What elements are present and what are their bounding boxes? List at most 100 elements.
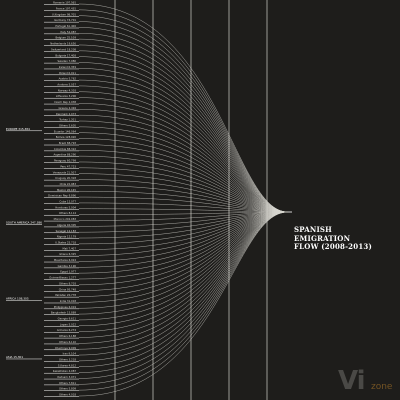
country-label: Uruguay 20,318 <box>55 176 76 180</box>
country-label: Egypt 1,977 <box>60 270 76 274</box>
flow-line <box>78 15 289 213</box>
country-label: Sweden 7,980 <box>58 59 77 63</box>
country-label: Dominican Rep 9,896 <box>48 194 76 198</box>
country-label: Netherlands 19,656 <box>50 42 76 46</box>
country-label: Mali 7,407 <box>62 246 76 250</box>
flow-line <box>78 44 289 213</box>
flow-line <box>78 114 289 213</box>
flow-line <box>78 38 289 213</box>
flow-line <box>78 167 289 213</box>
flow-line <box>78 211 289 373</box>
flow-line <box>78 211 289 256</box>
country-label: China 95,748 <box>59 287 77 291</box>
country-label: Others 7,811 <box>59 381 76 385</box>
country-label: Paraguay 60,799 <box>54 159 76 163</box>
country-label: Belgium 25,109 <box>55 36 76 40</box>
country-label: Philippines 6,019 <box>54 305 77 309</box>
country-label: Chechnya 9,009 <box>55 346 76 350</box>
flow-line <box>78 211 289 385</box>
flow-line <box>78 68 289 213</box>
flow-line <box>78 62 289 213</box>
flow-line <box>78 211 289 379</box>
chart-title: SPANISH EMIGRATION FLOW (2008-2013) <box>294 225 394 252</box>
flow-line <box>78 91 289 213</box>
country-label: Vietnam 3,071 <box>57 375 76 379</box>
flow-line <box>78 211 289 268</box>
flow-line <box>78 211 289 391</box>
country-label: Senegal 12,183 <box>56 229 77 233</box>
flow-line <box>78 56 289 213</box>
country-label: U.States 25,718 <box>55 240 76 244</box>
country-label: Czech Rep 2,938 <box>54 100 76 104</box>
country-label: Colombia 88,322 <box>54 147 76 151</box>
flow-lines <box>78 3 292 397</box>
flow-line <box>78 144 289 213</box>
flow-line <box>78 73 289 213</box>
chart-title-line-3: FLOW (2008-2013) <box>294 242 372 252</box>
country-label: U.Kingdom 98,705 <box>52 12 76 16</box>
chart-title-line-1: SPANISH <box>294 225 332 234</box>
flow-line <box>78 3 289 213</box>
country-label: India 31,018 <box>60 299 77 303</box>
country-label: Nigeria 12,179 <box>57 235 77 239</box>
flow-line <box>78 211 289 215</box>
country-label: Venezuela 21,507 <box>53 170 77 174</box>
flow-line <box>78 211 289 221</box>
region-label-3: AFRICA 108,305 <box>6 296 29 300</box>
country-label: Bolivia 128,920 <box>56 135 77 139</box>
watermark-logo: Vi zone <box>338 366 392 396</box>
country-label: Romania 197,565 <box>53 1 76 5</box>
country-label: Others 3,218 <box>59 357 76 361</box>
country-label: Armenia 6,274 <box>57 328 76 332</box>
flow-line <box>78 33 289 213</box>
country-label: Turkey 1,201 <box>59 118 76 122</box>
country-label: Lithuania 3,206 <box>56 94 77 98</box>
flow-line <box>78 155 289 213</box>
flow-line <box>78 85 289 213</box>
country-label: Georgia 9,611 <box>58 317 77 321</box>
flow-line <box>78 211 289 245</box>
country-label: Others 8,703 <box>59 281 76 285</box>
country-label: Guinea-Bissau 1,277 <box>49 276 76 280</box>
flow-line <box>78 185 289 213</box>
vertical-grid-lines <box>114 0 268 400</box>
country-label: Cuba 12,077 <box>59 200 76 204</box>
flow-line <box>78 79 289 213</box>
region-labels: EUROPE 315,384 SOUTH AMERICA 247,386 AFRIC… <box>6 127 42 360</box>
flow-line <box>78 50 289 213</box>
country-label: Argentina 88,290 <box>53 153 76 157</box>
country-label: Others 5,809 <box>59 387 76 391</box>
country-label: Iran 9,104 <box>63 352 77 356</box>
flow-line <box>78 208 289 213</box>
country-label: Greece 2,494 <box>59 106 77 110</box>
country-label: Mexico 26,165 <box>57 188 76 192</box>
country-label: Denmark 2,073 <box>56 112 77 116</box>
country-label: Kazakhstan 4,087 <box>53 369 77 373</box>
country-label: S.Korea 4,812 <box>58 363 76 367</box>
flow-line <box>78 132 289 213</box>
flow-line <box>78 211 289 362</box>
flow-line <box>78 138 289 213</box>
country-label: Gambia 3,196 <box>58 264 77 268</box>
country-label: Honduras 5,004 <box>55 205 76 209</box>
country-label: Ecuador 146,064 <box>54 129 76 133</box>
flow-line <box>78 211 289 250</box>
country-label: Poland 6,011 <box>59 71 76 75</box>
country-label: Algeria 40,305 <box>57 223 76 227</box>
flow-line <box>78 150 289 213</box>
country-label: Others 5,605 <box>59 123 76 127</box>
country-label: Morocco 202,083 <box>54 217 77 221</box>
flow-line <box>78 97 289 213</box>
country-label: Andorra 5,057 <box>57 83 76 87</box>
flow-line <box>78 9 289 213</box>
flow-line <box>78 161 289 213</box>
country-label: Ireland 6,359 <box>59 65 77 69</box>
country-label: Austria 5,762 <box>59 77 77 81</box>
region-label-4: ASIA 15,301 <box>6 355 23 359</box>
country-label: Norway 4,303 <box>58 88 76 92</box>
chart-title-line-2: EMIGRATION <box>294 233 351 243</box>
country-label: Japan 5,022 <box>60 322 77 326</box>
flow-line <box>78 103 289 213</box>
